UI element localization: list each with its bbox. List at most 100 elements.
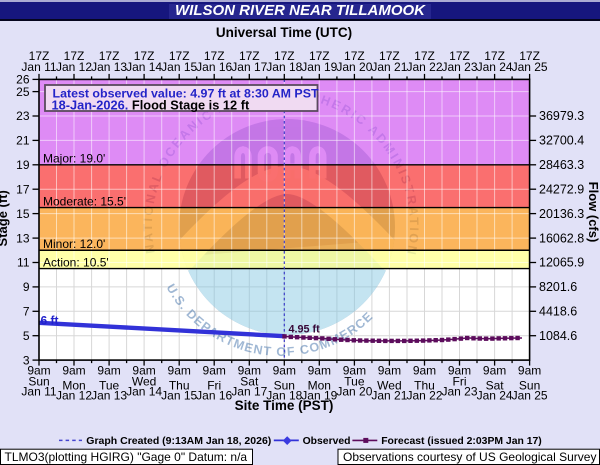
- svg-text:Jan 12: Jan 12: [56, 60, 92, 74]
- svg-text:9am: 9am: [483, 364, 506, 378]
- svg-text:Minor: 12.0': Minor: 12.0': [43, 237, 105, 251]
- svg-text:Jan 11: Jan 11: [21, 385, 56, 399]
- svg-text:17Z: 17Z: [169, 49, 190, 63]
- svg-text:Jan 23: Jan 23: [441, 60, 477, 74]
- svg-text:17Z: 17Z: [484, 49, 505, 63]
- svg-text:12065.9: 12065.9: [539, 256, 584, 270]
- svg-text:17Z: 17Z: [414, 49, 435, 63]
- svg-text:9am: 9am: [378, 364, 401, 378]
- svg-text:Tue: Tue: [99, 379, 120, 393]
- svg-text:15: 15: [16, 207, 30, 221]
- svg-text:17Z: 17Z: [309, 49, 330, 63]
- svg-text:19: 19: [16, 158, 30, 172]
- svg-text:3: 3: [23, 353, 30, 367]
- svg-text:Moderate: 15.5': Moderate: 15.5': [43, 194, 126, 208]
- svg-text:Sat: Sat: [486, 379, 505, 393]
- svg-text:Observed: Observed: [303, 436, 351, 447]
- svg-text:Jan 19: Jan 19: [301, 60, 337, 74]
- svg-text:32700.4: 32700.4: [539, 134, 584, 148]
- svg-text:Jan 12: Jan 12: [56, 389, 92, 403]
- svg-text:Site Time (PST): Site Time (PST): [235, 398, 334, 413]
- svg-text:1084.6: 1084.6: [539, 329, 577, 343]
- svg-text:9am: 9am: [132, 364, 155, 378]
- svg-text:Jan 17: Jan 17: [231, 60, 267, 74]
- svg-text:9am: 9am: [203, 364, 226, 378]
- svg-text:Sun: Sun: [519, 379, 540, 393]
- svg-text:Jan 15: Jan 15: [161, 60, 197, 74]
- svg-text:Sat: Sat: [240, 375, 259, 389]
- svg-text:17Z: 17Z: [204, 49, 225, 63]
- svg-text:Forecast (issued 2:03PM Jan 17: Forecast (issued 2:03PM Jan 17): [381, 436, 542, 447]
- svg-text:Sun: Sun: [274, 379, 295, 393]
- svg-text:20136.3: 20136.3: [539, 207, 584, 221]
- svg-text:17: 17: [16, 182, 30, 196]
- svg-text:Jan 15: Jan 15: [161, 389, 197, 403]
- svg-text:26: 26: [16, 73, 30, 87]
- svg-text:16062.8: 16062.8: [539, 231, 584, 245]
- svg-text:Jan 21: Jan 21: [371, 60, 407, 74]
- svg-text:Jan 25: Jan 25: [512, 60, 548, 74]
- svg-text:9am: 9am: [62, 364, 85, 378]
- svg-text:9am: 9am: [413, 364, 436, 378]
- svg-text:Wed: Wed: [132, 375, 156, 389]
- svg-text:Jan 14: Jan 14: [126, 60, 162, 74]
- svg-text:Mon: Mon: [62, 379, 85, 393]
- svg-text:17Z: 17Z: [29, 49, 50, 63]
- svg-text:Flow (cfs): Flow (cfs): [586, 182, 600, 243]
- svg-text:Major: 19.0': Major: 19.0': [43, 152, 105, 166]
- svg-text:9am: 9am: [518, 364, 541, 378]
- svg-text:Jan 19: Jan 19: [301, 389, 337, 403]
- svg-text:9am: 9am: [27, 364, 50, 378]
- svg-text:Observations courtesy of US Ge: Observations courtesy of US Geological S…: [343, 450, 596, 464]
- svg-text:Jan 25: Jan 25: [512, 389, 548, 403]
- svg-text:21: 21: [16, 134, 30, 148]
- svg-text:18-Jan-2026. Flood Stage is 12: 18-Jan-2026. Flood Stage is 12 ft: [52, 98, 250, 113]
- svg-text:9am: 9am: [308, 364, 331, 378]
- svg-text:4418.6: 4418.6: [539, 305, 577, 319]
- svg-text:8201.6: 8201.6: [539, 280, 577, 294]
- svg-text:Jan 14: Jan 14: [126, 385, 162, 399]
- svg-text:23: 23: [16, 109, 30, 123]
- svg-text:9am: 9am: [273, 364, 296, 378]
- svg-text:Thu: Thu: [169, 379, 190, 393]
- svg-text:Jan 22: Jan 22: [406, 60, 442, 74]
- svg-text:Latest observed value: 4.97 ft: Latest observed value: 4.97 ft at 8:30 A…: [53, 87, 319, 101]
- svg-text:Jan 18: Jan 18: [266, 389, 302, 403]
- svg-text:Jan 20: Jan 20: [336, 385, 372, 399]
- svg-text:17Z: 17Z: [344, 49, 365, 63]
- svg-text:28463.3: 28463.3: [539, 158, 584, 172]
- svg-text:Jan 24: Jan 24: [477, 60, 513, 74]
- svg-text:Jan 16: Jan 16: [196, 60, 232, 74]
- svg-text:TLMO3(plotting HGIRG) "Gage 0": TLMO3(plotting HGIRG) "Gage 0" Datum: n/…: [5, 450, 248, 464]
- svg-text:Jan 17: Jan 17: [231, 385, 267, 399]
- svg-text:Jan 16: Jan 16: [196, 389, 232, 403]
- svg-text:9am: 9am: [238, 364, 261, 378]
- svg-text:17Z: 17Z: [519, 49, 540, 63]
- svg-text:Graph Created (9:13AM Jan 18,: Graph Created (9:13AM Jan 18, 2026): [86, 435, 271, 447]
- svg-text:17Z: 17Z: [379, 49, 400, 63]
- svg-text:4.95 ft: 4.95 ft: [289, 324, 321, 336]
- svg-text:9: 9: [23, 280, 30, 294]
- svg-text:17Z: 17Z: [99, 49, 120, 63]
- svg-text:7: 7: [23, 305, 30, 319]
- svg-text:Stage (ft): Stage (ft): [0, 190, 10, 246]
- svg-text:9am: 9am: [97, 364, 120, 378]
- svg-text:Thu: Thu: [414, 379, 435, 393]
- svg-text:25: 25: [16, 85, 30, 99]
- svg-text:Fri: Fri: [453, 375, 467, 389]
- svg-text:Jan 23: Jan 23: [441, 385, 477, 399]
- svg-text:Jan 24: Jan 24: [477, 389, 513, 403]
- svg-text:9am: 9am: [448, 364, 471, 378]
- svg-text:9am: 9am: [168, 364, 191, 378]
- svg-text:Jan 21: Jan 21: [371, 389, 407, 403]
- svg-text:Jan 13: Jan 13: [91, 60, 127, 74]
- svg-text:13: 13: [16, 231, 30, 245]
- svg-text:Jan 13: Jan 13: [91, 389, 127, 403]
- svg-text:17Z: 17Z: [239, 49, 260, 63]
- svg-text:17Z: 17Z: [274, 49, 295, 63]
- svg-text:6 ft: 6 ft: [41, 314, 59, 328]
- svg-text:17Z: 17Z: [64, 49, 85, 63]
- svg-text:Action: 10.5': Action: 10.5': [43, 255, 109, 269]
- svg-text:Sun: Sun: [28, 375, 49, 389]
- svg-text:Wed: Wed: [377, 379, 401, 393]
